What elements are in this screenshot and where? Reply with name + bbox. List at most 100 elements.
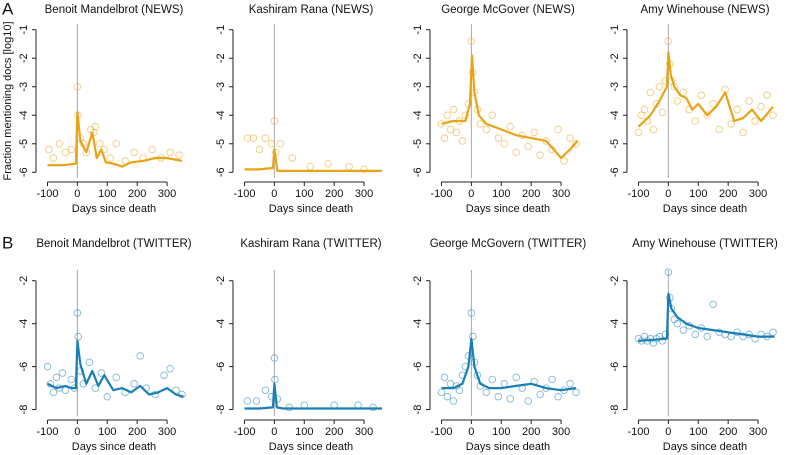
x-tick-label: 0 [665, 188, 671, 200]
y-tick-label: -4 [412, 110, 424, 120]
x-tick-label: 200 [719, 426, 737, 438]
x-axis-label: Days since death [663, 441, 747, 453]
data-point [270, 117, 279, 125]
x-tick-label: -100 [627, 188, 649, 200]
panel-label: A [2, 0, 14, 18]
data-point [757, 102, 765, 111]
x-tick-label: 100 [98, 426, 116, 438]
x-tick-label: 300 [158, 426, 176, 438]
x-tick-label: 100 [689, 188, 707, 200]
data-point [52, 373, 61, 382]
x-tick-label: 300 [355, 188, 373, 200]
data-point [530, 128, 538, 137]
y-tick-label: -6 [215, 167, 227, 177]
x-tick-label: 100 [98, 188, 116, 200]
y-tick-label: -8 [412, 405, 424, 415]
data-point [49, 388, 58, 397]
x-tick-label: 200 [128, 188, 146, 200]
data-point [103, 392, 112, 401]
data-point [512, 373, 520, 382]
y-tick-label: -1 [412, 25, 424, 35]
data-point [97, 369, 106, 377]
data-point [709, 100, 717, 108]
y-tick-label: -2 [609, 276, 621, 286]
x-tick-label: 0 [271, 188, 277, 200]
x-tick-label: 0 [665, 426, 671, 438]
data-point [640, 105, 649, 114]
data-point [494, 134, 503, 142]
trend-line [637, 51, 774, 128]
data-point [634, 128, 643, 137]
x-tick-label: 100 [689, 426, 707, 438]
data-point [324, 159, 332, 168]
data-point [43, 362, 52, 371]
data-point [733, 105, 741, 114]
data-point [166, 365, 174, 373]
data-point [709, 300, 717, 309]
x-tick-label: 100 [492, 188, 510, 200]
data-point [727, 332, 735, 341]
data-point [130, 380, 138, 388]
data-point [243, 134, 252, 142]
y-tick-label: -8 [215, 405, 227, 415]
data-point [649, 125, 658, 134]
y-tick-label: -8 [609, 405, 621, 415]
data-point [73, 82, 82, 91]
data-point [703, 111, 711, 120]
y-tick-label: -3 [609, 82, 621, 92]
trend-line [47, 111, 183, 168]
data-point [276, 140, 285, 148]
y-tick-label: -4 [18, 319, 30, 329]
trend-line [244, 148, 382, 172]
data-point [61, 386, 70, 394]
y-tick-label: -6 [18, 362, 30, 372]
trend-line [638, 292, 775, 342]
y-tick-label: -1 [18, 25, 30, 35]
x-axis-label: Days since death [466, 203, 550, 215]
x-axis-label: Days since death [663, 203, 747, 215]
x-tick-label: 100 [492, 426, 510, 438]
x-tick-label: 300 [158, 188, 176, 200]
data-point [548, 375, 556, 384]
x-tick-label: 0 [468, 426, 474, 438]
panel-label: B [2, 233, 13, 252]
data-point [249, 134, 258, 142]
x-tick-label: 200 [719, 188, 737, 200]
data-point [572, 140, 580, 148]
y-tick-label: -4 [609, 319, 621, 329]
x-tick-label: -100 [36, 426, 58, 438]
data-point [271, 375, 279, 384]
x-tick-label: 200 [128, 426, 146, 438]
data-point [467, 37, 476, 45]
data-point [67, 145, 76, 154]
chart-title: George McGover (NEWS) [441, 4, 575, 16]
y-tick-label: -5 [609, 139, 621, 149]
data-point [658, 337, 667, 345]
x-tick-label: 100 [295, 188, 313, 200]
data-point [252, 397, 261, 405]
y-tick-label: -5 [215, 139, 227, 149]
chart-title: Benoit Mandelbrot (TWITTER) [36, 238, 191, 250]
y-tick-label: -2 [18, 53, 30, 63]
data-point [112, 373, 120, 382]
data-point [73, 309, 82, 317]
data-point [449, 105, 458, 114]
data-point [488, 111, 497, 120]
data-point [739, 128, 747, 137]
y-tick-label: -2 [215, 53, 227, 63]
data-point [443, 392, 452, 401]
x-tick-label: -100 [627, 426, 649, 438]
data-point [67, 375, 76, 384]
data-point [482, 125, 491, 134]
y-tick-label: -1 [215, 25, 227, 35]
data-point [572, 388, 580, 397]
data-point [130, 148, 138, 157]
y-tick-label: -2 [412, 276, 424, 286]
data-point [288, 154, 297, 162]
data-point [488, 375, 497, 384]
data-point [482, 388, 491, 397]
data-point [536, 151, 544, 159]
trend-line [47, 339, 184, 398]
data-point [58, 369, 67, 377]
data-point [500, 380, 509, 388]
